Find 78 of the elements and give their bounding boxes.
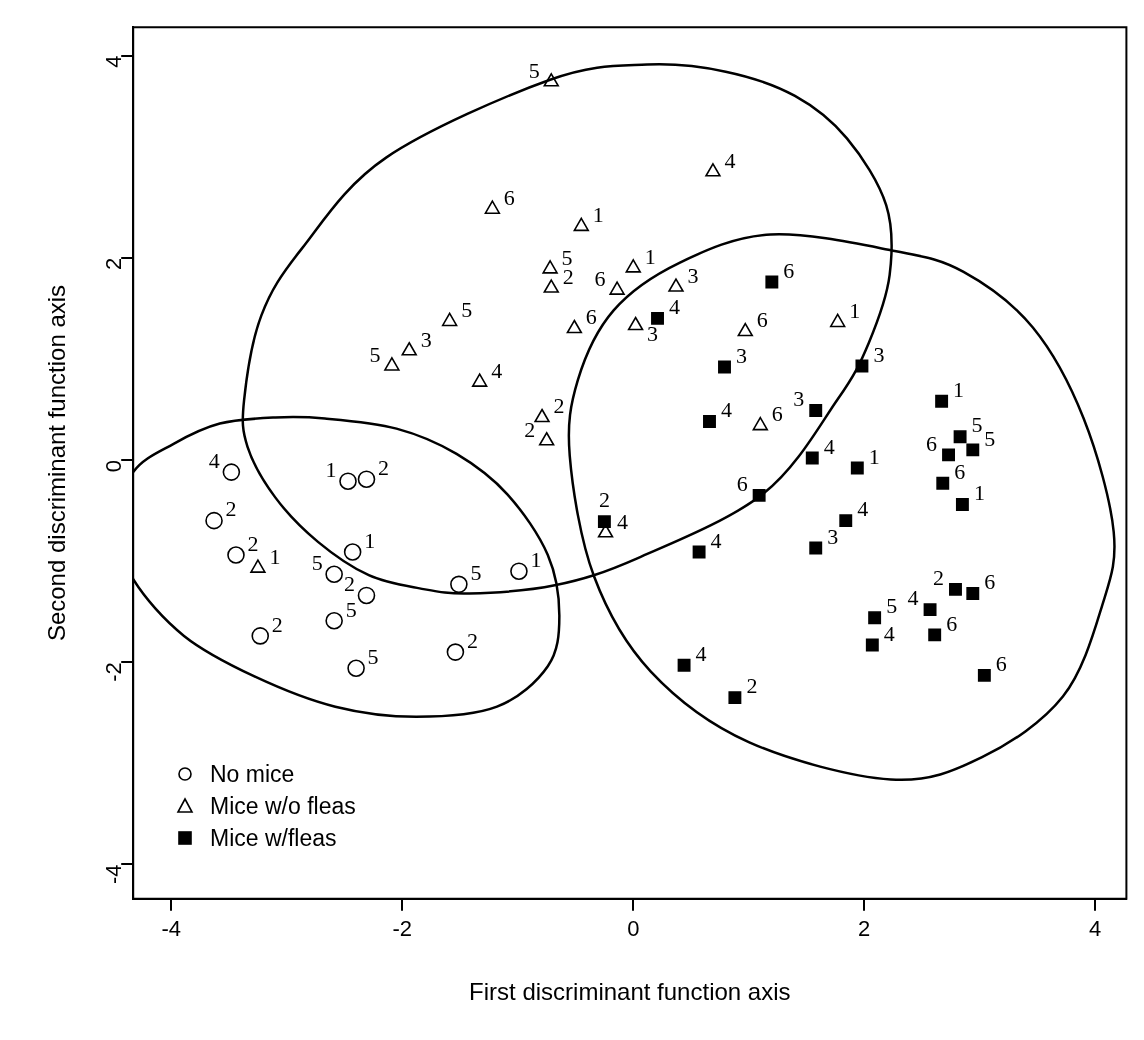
annotation: 6 [946, 610, 958, 636]
y-tick-label: -2 [101, 662, 127, 682]
annotation: 4 [695, 641, 707, 667]
x-axis-title: First discriminant function axis [469, 978, 791, 1006]
annotation: 6 [926, 430, 938, 456]
annotation: 3 [827, 523, 839, 549]
legend-label: Mice w/fleas [210, 824, 337, 852]
x-tick-label: 2 [858, 916, 871, 942]
annotation: 1 [868, 443, 880, 469]
annotation: 3 [420, 326, 432, 352]
annotation: 3 [647, 321, 659, 347]
annotation: 6 [736, 471, 748, 497]
annotation: 1 [364, 527, 376, 553]
annotation: 2 [746, 673, 758, 699]
annotation: 4 [208, 447, 220, 473]
annotation: 6 [984, 569, 996, 595]
annotation: 6 [771, 401, 783, 427]
annotation: 5 [528, 57, 540, 83]
y-tick-label: 2 [101, 257, 127, 270]
annotation: 3 [687, 262, 699, 288]
annotation: 2 [271, 611, 283, 637]
annotation: 3 [873, 341, 885, 367]
annotation: 2 [932, 565, 944, 591]
x-tick-label: 4 [1089, 916, 1102, 942]
annotation: 6 [594, 265, 606, 291]
annotation: 5 [311, 550, 323, 576]
annotation: 4 [857, 496, 869, 522]
annotation: 2 [598, 487, 610, 513]
y-axis-title: Second discriminant function axis [43, 284, 71, 642]
annotation: 3 [793, 386, 805, 412]
annotation: 1 [269, 543, 281, 569]
annotation: 2 [466, 627, 478, 653]
annotation: 1 [953, 377, 965, 403]
annotation: 5 [984, 425, 996, 451]
legend-label: Mice w/o fleas [210, 792, 356, 820]
annotation: 6 [783, 257, 795, 283]
annotation: 2 [524, 416, 536, 442]
annotation: 2 [343, 571, 355, 597]
annotation: 5 [886, 593, 898, 619]
legend-label: No mice [210, 760, 295, 788]
annotation: 1 [592, 202, 604, 228]
x-tick-label: -2 [392, 916, 413, 942]
annotation: 4 [710, 527, 722, 553]
y-tick-label: -4 [101, 864, 127, 884]
annotation: 6 [503, 184, 515, 210]
annotation: 4 [907, 585, 919, 611]
annotation: 4 [669, 294, 681, 320]
y-tick-label: 4 [101, 55, 127, 68]
annotation: 1 [530, 546, 542, 572]
annotation: 5 [470, 560, 482, 586]
annotation: 2 [553, 393, 565, 419]
annotation: 6 [756, 307, 768, 333]
annotation: 5 [369, 341, 381, 367]
annotation: 1 [849, 298, 861, 324]
annotation: 4 [720, 397, 732, 423]
annotation: 6 [954, 459, 966, 484]
annotation: 5 [461, 297, 473, 323]
y-tick-label: 0 [101, 459, 127, 473]
annotation: 5 [971, 412, 983, 438]
annotation: 4 [883, 620, 895, 646]
annotation: 2 [247, 530, 259, 556]
annotation: 6 [585, 304, 597, 330]
annotation: 1 [973, 480, 985, 506]
annotation: 2 [225, 496, 237, 522]
annotation: 5 [345, 596, 357, 622]
annotation: 6 [995, 651, 1007, 677]
x-tick-label: 0 [627, 916, 640, 942]
annotation: 3 [736, 342, 747, 368]
annotation: 4 [491, 357, 503, 383]
annotation: 5 [367, 644, 379, 670]
annotation: 1 [644, 243, 656, 269]
annotation: 4 [617, 508, 629, 534]
annotation: 4 [823, 433, 835, 459]
annotation: 1 [325, 456, 337, 482]
annotation: 2 [377, 454, 389, 480]
annotation: 4 [724, 147, 736, 173]
annotation: 5 [561, 244, 573, 270]
x-tick-label: -4 [161, 916, 182, 942]
